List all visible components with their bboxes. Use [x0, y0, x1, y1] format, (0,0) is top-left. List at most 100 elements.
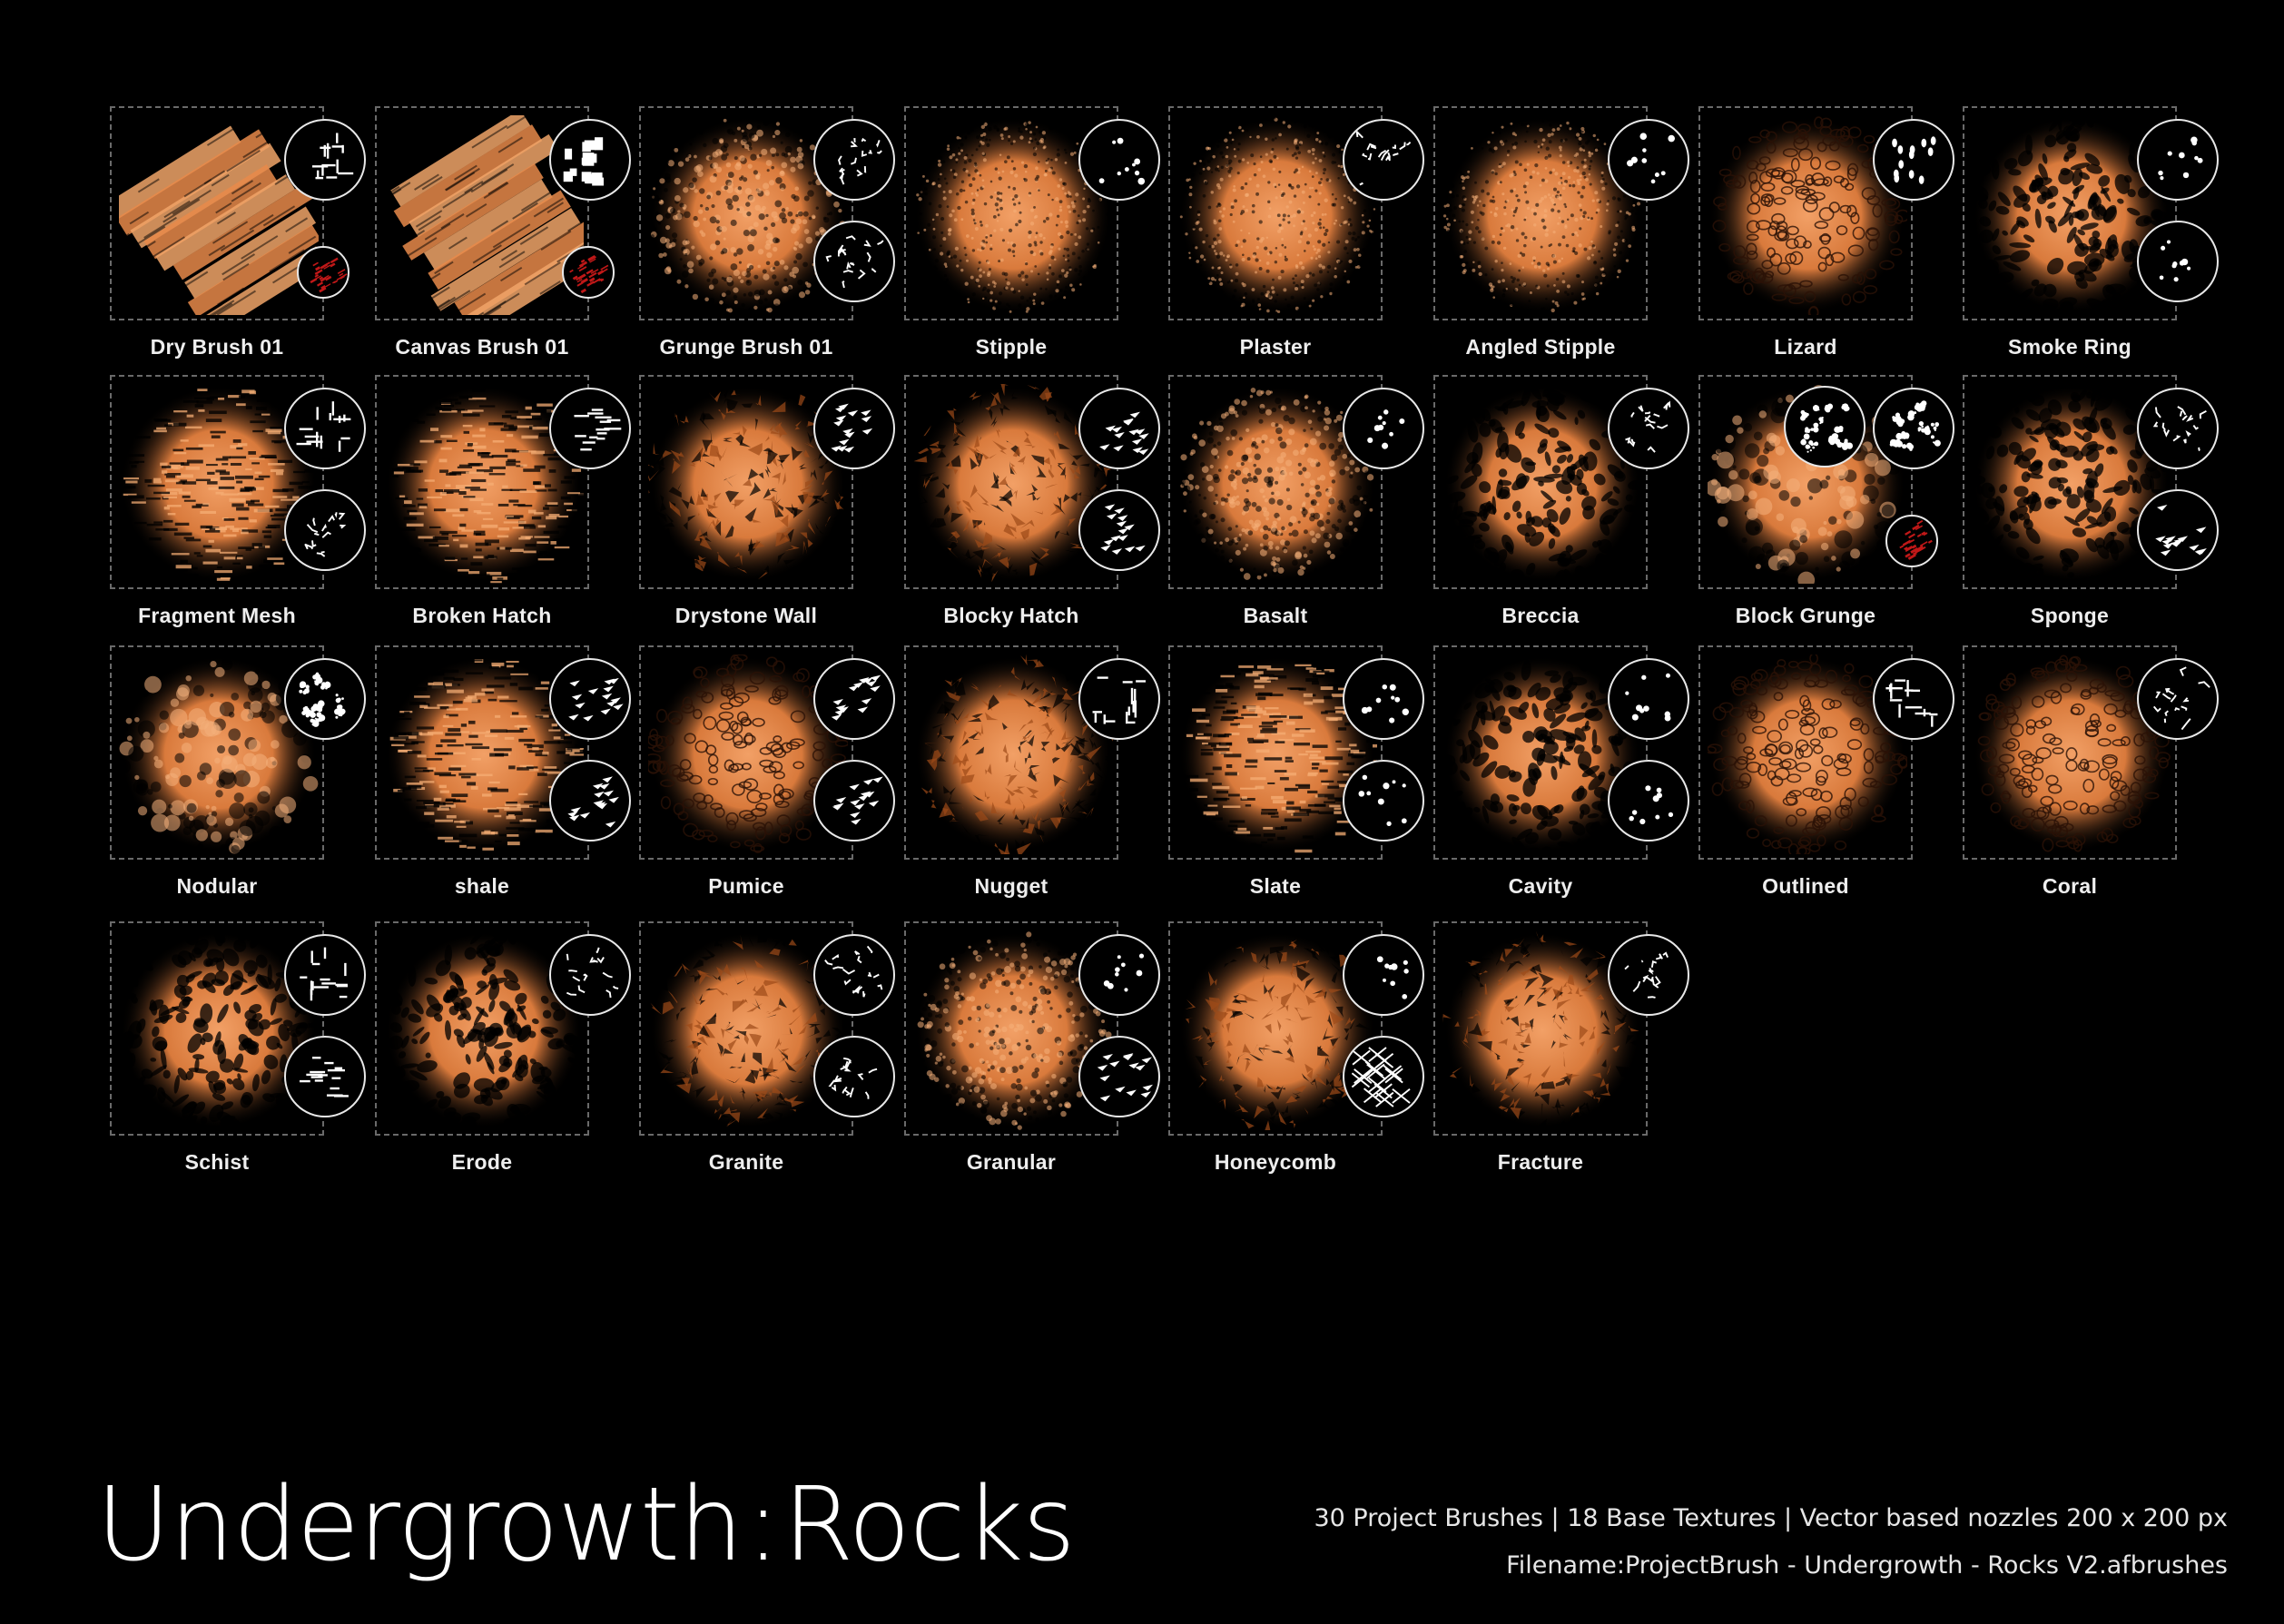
brush-tile-honeycomb[interactable]: Honeycomb [1168, 921, 1424, 1176]
brush-name: Blocky Hatch [943, 604, 1079, 627]
brush-frame [375, 921, 589, 1136]
nozzle-dots-icon [1078, 119, 1160, 201]
nozzle-dashes-icon [549, 388, 631, 469]
nozzle-dots-icon [2137, 221, 2219, 302]
brush-frame [1963, 375, 2177, 589]
brush-frame [904, 375, 1118, 589]
brush-tile-canvas-brush-01[interactable]: Canvas Brush 01 [375, 106, 631, 360]
nozzle-scribble-icon [1608, 934, 1689, 1016]
brush-tile-broken-hatch[interactable]: Broken Hatch [375, 375, 631, 629]
brush-name: Drystone Wall [674, 604, 818, 627]
nozzle-red-icon [1885, 515, 1938, 567]
nozzle-red-icon [297, 246, 349, 299]
brush-tile-nodular[interactable]: Nodular [110, 645, 366, 900]
nozzle-grunge-icon [1784, 386, 1866, 468]
brush-frame [1698, 645, 1913, 860]
brush-tile-fragment-mesh[interactable]: Fragment Mesh [110, 375, 366, 629]
brush-swatch [1972, 655, 2171, 854]
nozzle-mesh-icon [1343, 1036, 1424, 1117]
brush-swatch [384, 115, 584, 315]
brush-name: Broken Hatch [412, 604, 552, 627]
brush-tile-block-grunge[interactable]: Block Grunge [1698, 375, 1954, 629]
nozzle-grunge-icon [1873, 388, 1954, 469]
nozzle-dots-icon [1078, 934, 1160, 1016]
nozzle-marks-icon [284, 934, 366, 1016]
brush-swatch [1972, 115, 2171, 315]
brush-swatch [384, 384, 584, 584]
nozzle-shards-icon [813, 760, 895, 842]
brush-tile-coral[interactable]: Coral [1963, 645, 2219, 900]
brush-frame [1433, 921, 1648, 1136]
brush-tile-shale[interactable]: shale [375, 645, 631, 900]
nozzle-scribble-icon [813, 1036, 895, 1117]
brush-swatch [1177, 115, 1377, 315]
brush-frame [375, 645, 589, 860]
brush-tile-breccia[interactable]: Breccia [1433, 375, 1689, 629]
brush-swatch [1177, 655, 1377, 854]
nozzle-dots-icon [1608, 119, 1689, 201]
nozzle-cracks-icon [549, 934, 631, 1016]
nozzle-cracks-icon [1608, 388, 1689, 469]
brush-tile-fracture[interactable]: Fracture [1433, 921, 1689, 1176]
brush-tile-lizard[interactable]: Lizard [1698, 106, 1954, 360]
brush-tile-granular[interactable]: Granular [904, 921, 1160, 1176]
brush-name: Slate [1249, 874, 1302, 898]
brush-tile-stipple[interactable]: Stipple [904, 106, 1160, 360]
brush-name: Basalt [1243, 604, 1308, 627]
nozzle-shards-icon [1078, 489, 1160, 571]
brush-tile-nugget[interactable]: Nugget [904, 645, 1160, 900]
brush-swatch [648, 655, 848, 854]
brush-tile-dry-brush-01[interactable]: Dry Brush 01 [110, 106, 366, 360]
nozzle-shards-icon [2137, 489, 2219, 571]
brush-name: Erode [451, 1150, 513, 1174]
brush-tile-cavity[interactable]: Cavity [1433, 645, 1689, 900]
page-title: Undergrowth:Rocks [96, 1466, 1076, 1584]
brush-tile-drystone-wall[interactable]: Drystone Wall [639, 375, 895, 629]
nozzle-marks-icon [284, 119, 366, 201]
brush-tile-sponge[interactable]: Sponge [1963, 375, 2219, 629]
brush-name: Granular [966, 1150, 1057, 1174]
nozzle-shards-icon [549, 658, 631, 740]
brush-tile-granite[interactable]: Granite [639, 921, 895, 1176]
nozzle-blocks-icon [549, 119, 631, 201]
nozzle-shards-icon [813, 658, 895, 740]
brush-swatch [913, 930, 1113, 1130]
brush-tile-angled-stipple[interactable]: Angled Stipple [1433, 106, 1689, 360]
brush-frame [375, 375, 589, 589]
brush-frame [639, 375, 853, 589]
brush-name: Dry Brush 01 [150, 335, 284, 359]
brush-swatch [1442, 655, 1642, 854]
brush-swatch [119, 930, 319, 1130]
brush-tile-pumice[interactable]: Pumice [639, 645, 895, 900]
brush-frame [1168, 375, 1383, 589]
nozzle-scribble-icon [2137, 388, 2219, 469]
brush-frame [904, 106, 1118, 320]
brush-tile-slate[interactable]: Slate [1168, 645, 1424, 900]
brush-name: Fragment Mesh [138, 604, 296, 627]
brush-tile-basalt[interactable]: Basalt [1168, 375, 1424, 629]
brush-tile-erode[interactable]: Erode [375, 921, 631, 1176]
brush-tile-schist[interactable]: Schist [110, 921, 366, 1176]
brush-tile-outlined[interactable]: Outlined [1698, 645, 1954, 900]
brush-tile-smoke-ring[interactable]: Smoke Ring [1963, 106, 2219, 360]
nozzle-dashes-icon [284, 1036, 366, 1117]
brush-name: Breccia [1501, 604, 1580, 627]
nozzle-dots-icon [1608, 760, 1689, 842]
brush-name: Angled Stipple [1465, 335, 1616, 359]
brush-tile-plaster[interactable]: Plaster [1168, 106, 1424, 360]
nozzle-cracks-icon [284, 489, 366, 571]
nozzle-marks-icon [284, 388, 366, 469]
brush-tile-blocky-hatch[interactable]: Blocky Hatch [904, 375, 1160, 629]
brush-tile-grunge-brush-01[interactable]: Grunge Brush 01 [639, 106, 895, 360]
nozzle-dots-icon [1343, 934, 1424, 1016]
brush-frame [904, 645, 1118, 860]
brush-swatch [1177, 384, 1377, 584]
pack-info: 30 Project Brushes | 18 Base Textures | … [1314, 1495, 2228, 1590]
nozzle-scribble-icon [1343, 119, 1424, 201]
nozzle-grunge-icon [284, 658, 366, 740]
nozzle-shards-icon [549, 760, 631, 842]
brush-name: Coral [2042, 874, 2098, 898]
pack-summary: 30 Project Brushes | 18 Base Textures | … [1314, 1504, 2228, 1532]
brush-frame [110, 921, 324, 1136]
nozzle-dots-icon [1343, 388, 1424, 469]
